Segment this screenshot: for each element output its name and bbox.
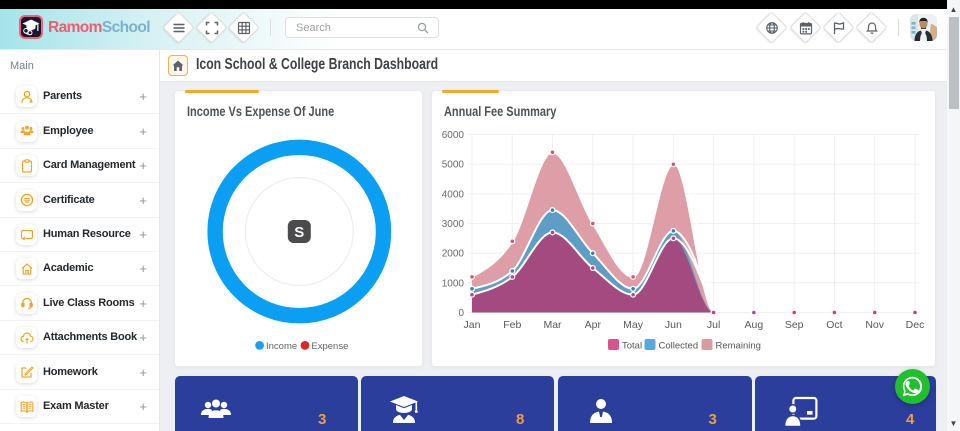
svg-text:4000: 4000: [442, 189, 465, 200]
svg-text:6000: 6000: [442, 130, 465, 141]
svg-text:2000: 2000: [442, 249, 465, 260]
svg-text:5000: 5000: [442, 160, 465, 171]
svg-text:Jul: Jul: [707, 319, 720, 331]
svg-text:Feb: Feb: [503, 319, 521, 331]
svg-text:Dec: Dec: [906, 319, 925, 331]
svg-text:Collected: Collected: [659, 341, 699, 352]
svg-text:Oct: Oct: [826, 319, 842, 331]
svg-text:Jan: Jan: [464, 319, 481, 331]
svg-text:Nov: Nov: [865, 319, 884, 331]
svg-text:S: S: [294, 224, 304, 241]
svg-text:Aug: Aug: [745, 319, 764, 331]
svg-text:Apr: Apr: [585, 319, 602, 331]
svg-text:Sep: Sep: [785, 319, 804, 331]
svg-text:Mar: Mar: [543, 319, 562, 331]
svg-text:Jun: Jun: [665, 319, 682, 331]
svg-text:Income: Income: [266, 341, 297, 352]
svg-text:1000: 1000: [442, 278, 465, 289]
svg-text:3000: 3000: [442, 219, 465, 230]
svg-text:Remaining: Remaining: [716, 341, 761, 352]
svg-text:0: 0: [458, 308, 464, 319]
svg-text:Total: Total: [622, 341, 642, 352]
svg-text:Expense: Expense: [311, 341, 348, 352]
svg-text:May: May: [623, 319, 644, 331]
